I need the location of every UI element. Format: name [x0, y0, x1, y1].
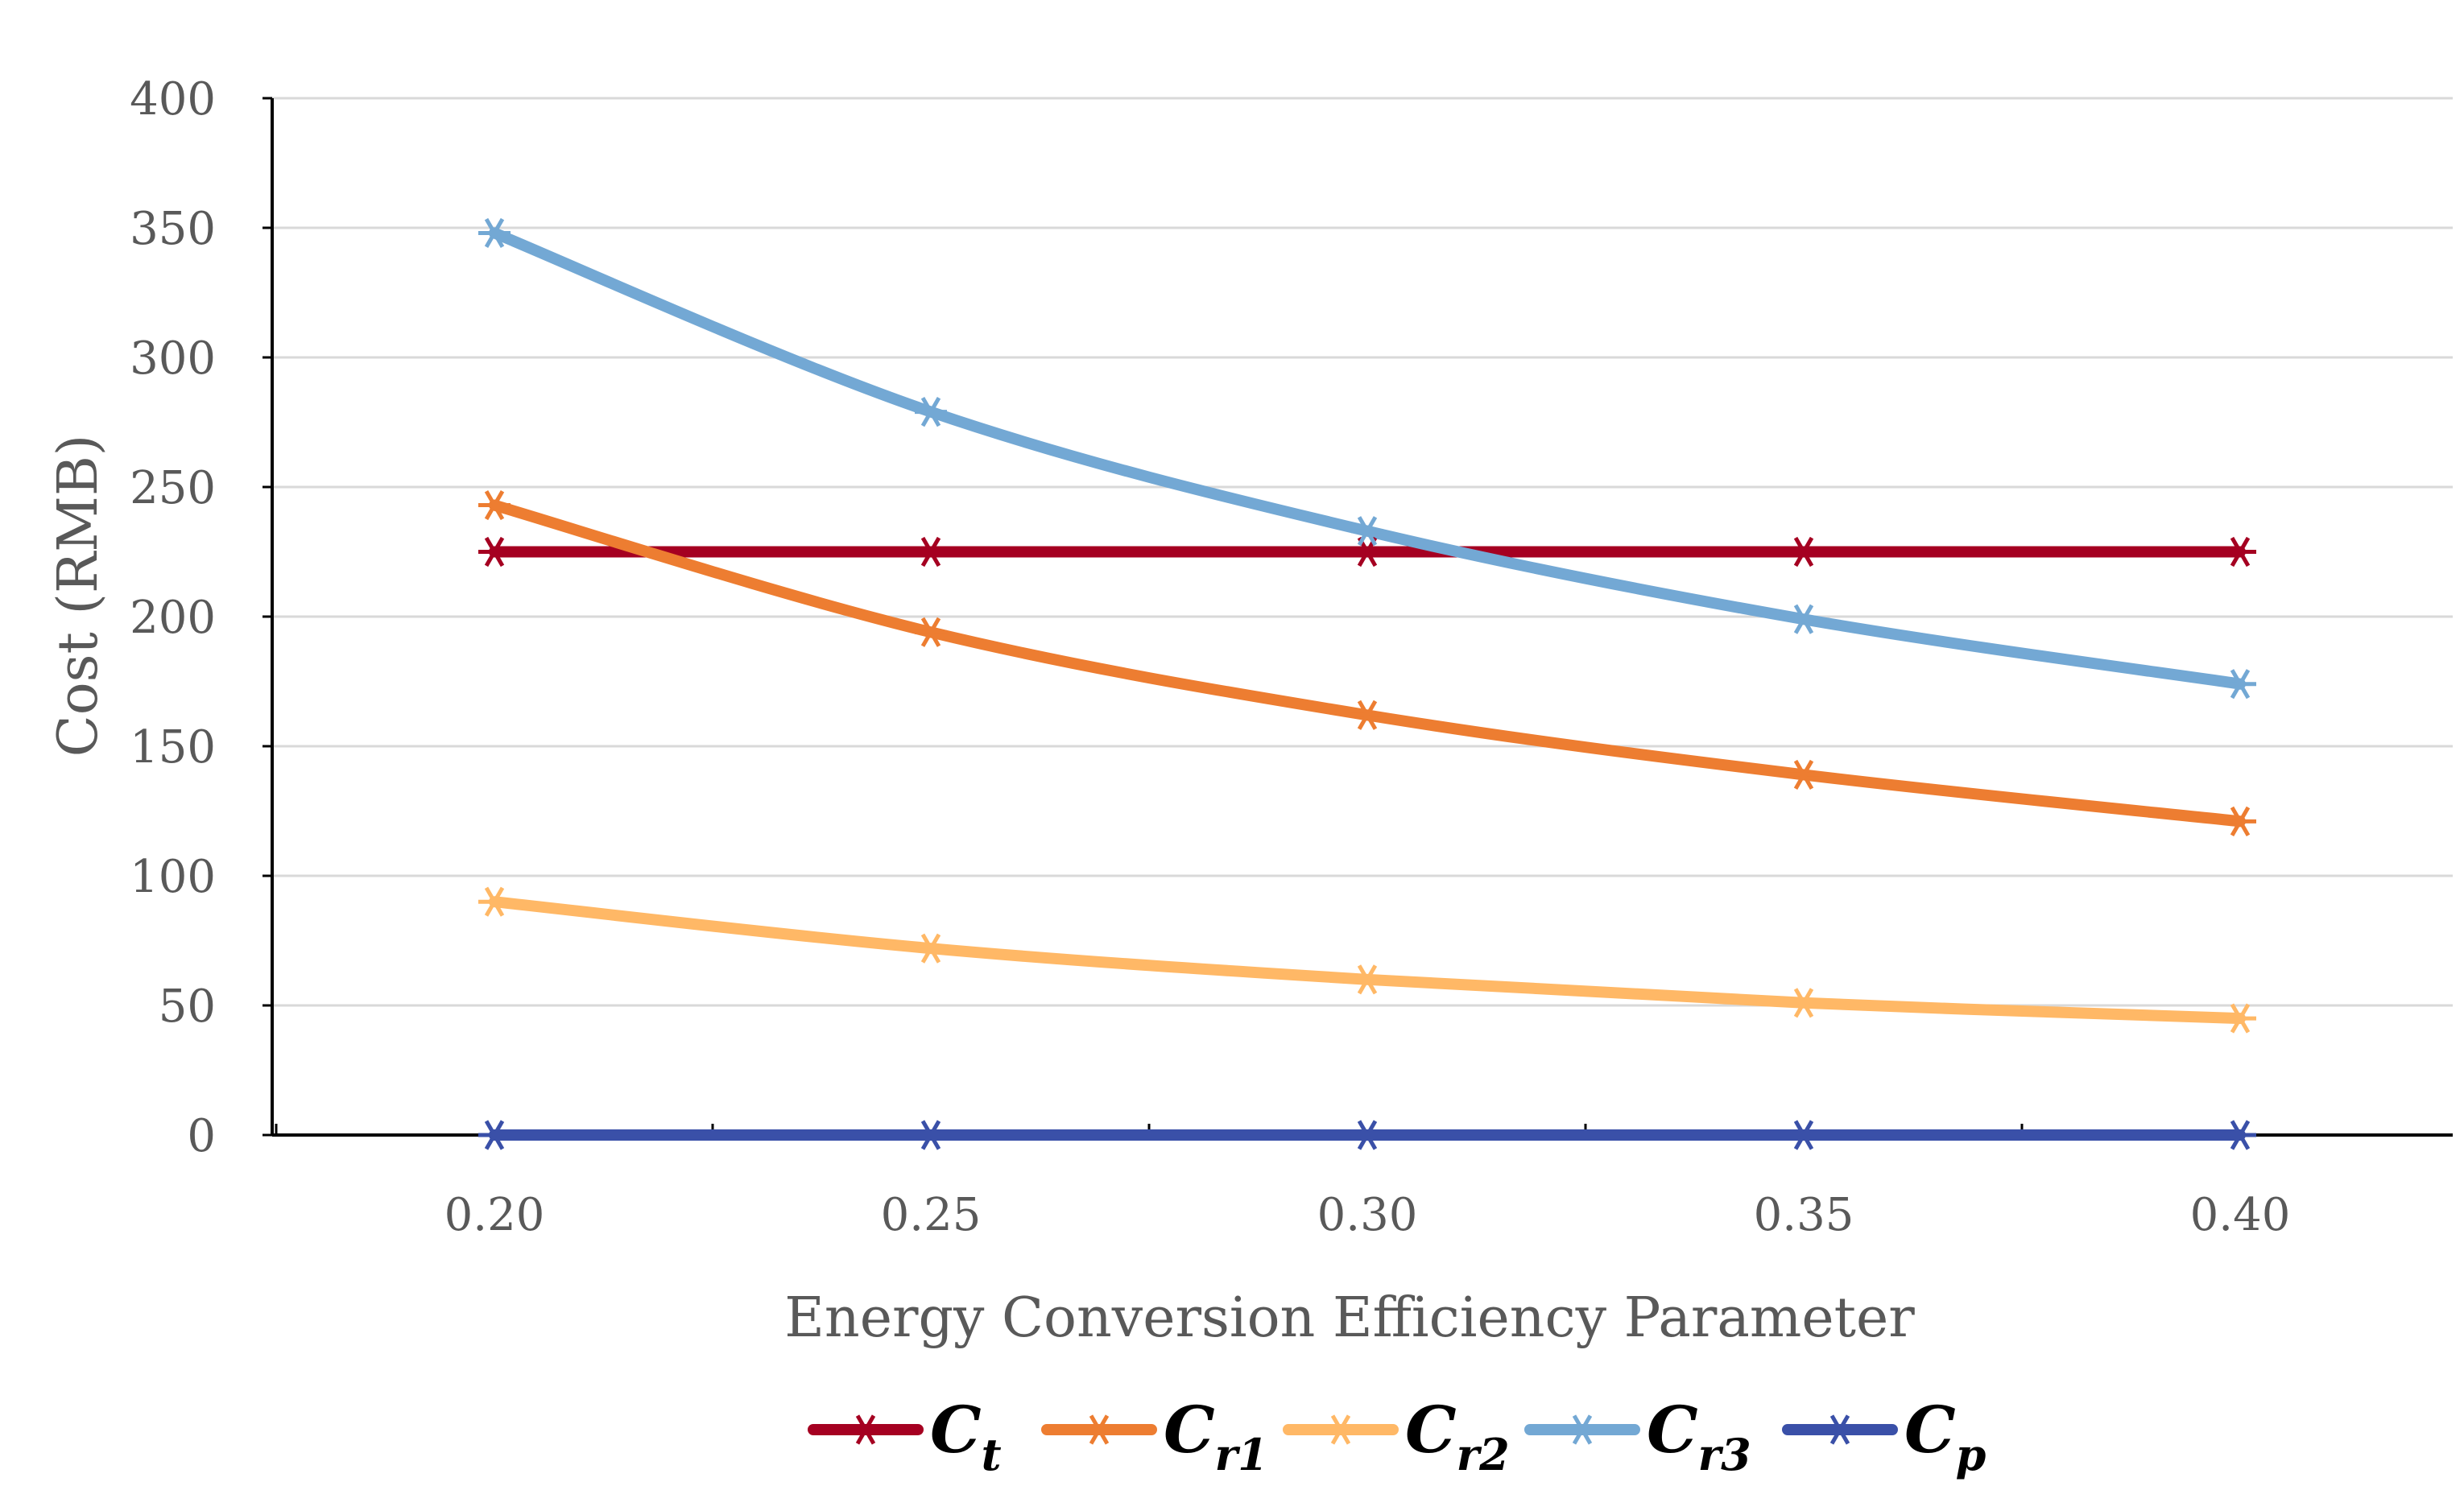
legend-item-cp: Cp — [1788, 1392, 1986, 1480]
series-line-cr2 — [494, 902, 2240, 1018]
legend-label-subscript: r2 — [1457, 1429, 1510, 1480]
legend-label-subscript: t — [982, 1429, 1002, 1480]
x-tick-label: 0.20 — [444, 1189, 545, 1241]
data-point-ct — [915, 538, 947, 566]
chart: 0 50 100 150 200 250 300 350 400 0.20 0.25 0.30 0.35… — [0, 0, 2464, 1486]
legend-label-subscript: r1 — [1215, 1429, 1268, 1480]
legend-swatch-marker — [1566, 1416, 1598, 1444]
data-point-cp — [2224, 1121, 2256, 1150]
x-tick-label: 0.25 — [881, 1189, 982, 1241]
y-axis-title: Cost (RMB) — [47, 435, 110, 757]
legend-item-ct: Ct — [813, 1392, 1002, 1480]
data-point-cr1 — [1351, 701, 1383, 729]
data-point-cr3 — [1788, 605, 1820, 634]
line-chart-svg: 0 50 100 150 200 250 300 350 400 0.20 0.25 0.30 0.35… — [0, 0, 2464, 1486]
data-point-ct — [2224, 538, 2256, 566]
data-point-cr3 — [2224, 670, 2256, 698]
x-tick-label: 0.35 — [1754, 1189, 1854, 1241]
legend-label: Cr1 — [1164, 1392, 1268, 1480]
y-tick-label: 250 — [130, 462, 216, 514]
data-point-cr1 — [478, 491, 511, 519]
legend-label: Cr3 — [1647, 1392, 1751, 1480]
y-tick-label: 0 — [187, 1110, 216, 1162]
data-point-cr2 — [2224, 1005, 2256, 1033]
data-point-cr1 — [1788, 761, 1820, 789]
y-tick-label: 200 — [130, 592, 216, 644]
x-axis-title: Energy Conversion Efficiency Parameter — [784, 1286, 1915, 1350]
data-point-cr2 — [915, 935, 947, 963]
y-tick-label: 350 — [130, 203, 216, 255]
legend-label: Cp — [1904, 1392, 1986, 1480]
legend-item-cr3: Cr3 — [1530, 1392, 1751, 1480]
data-point-cr1 — [2224, 807, 2256, 836]
y-tick-label: 100 — [130, 851, 216, 903]
data-point-cr2 — [1351, 965, 1383, 993]
data-point-ct — [1788, 538, 1820, 566]
y-tick-label: 400 — [130, 73, 216, 126]
data-point-cp — [1351, 1121, 1383, 1150]
legend-label-subscript: r3 — [1698, 1429, 1751, 1480]
y-tick-label: 150 — [130, 721, 216, 774]
legend-item-cr2: Cr2 — [1288, 1392, 1510, 1480]
data-point-cr2 — [478, 888, 511, 916]
series-lines — [494, 233, 2240, 1135]
data-point-cp — [915, 1121, 947, 1150]
data-point-ct — [1351, 538, 1383, 566]
data-point-cp — [1788, 1121, 1820, 1150]
legend-label: Ct — [930, 1392, 1002, 1480]
legend-swatch-marker — [850, 1416, 882, 1444]
data-point-cr1 — [915, 618, 947, 646]
data-point-cr3 — [1351, 517, 1383, 545]
data-point-ct — [478, 538, 511, 566]
x-tick-label: 0.30 — [1317, 1189, 1418, 1241]
tick-labels: 0 50 100 150 200 250 300 350 400 0.20 0.25 0.30 0.35… — [130, 73, 2290, 1241]
legend-swatch-marker — [1824, 1416, 1856, 1444]
legend-label-subscript: p — [1956, 1429, 1986, 1480]
legend-item-cr1: Cr1 — [1047, 1392, 1268, 1480]
data-point-cr2 — [1788, 989, 1820, 1017]
y-tick-label: 50 — [159, 980, 216, 1033]
y-tick-label: 300 — [130, 332, 216, 385]
legend-swatch-marker — [1083, 1416, 1115, 1444]
legend: Ct Cr1 Cr2 Cr3 Cp — [813, 1392, 1986, 1480]
legend-swatch-marker — [1325, 1416, 1357, 1444]
legend-label: Cr2 — [1405, 1392, 1510, 1480]
data-point-cp — [478, 1121, 511, 1150]
x-tick-label: 0.40 — [2190, 1189, 2291, 1241]
